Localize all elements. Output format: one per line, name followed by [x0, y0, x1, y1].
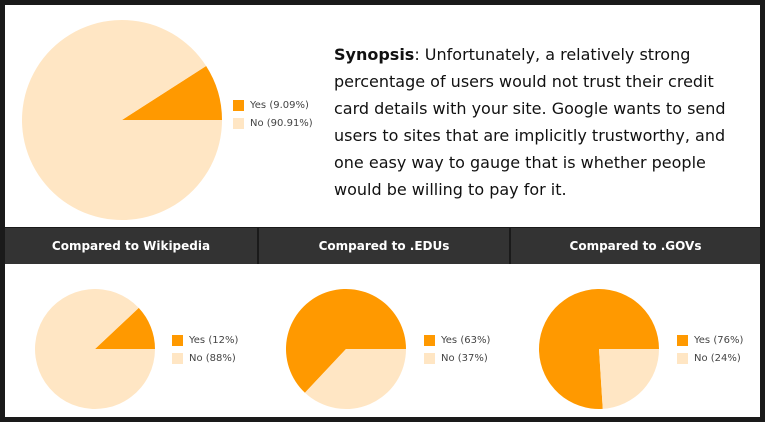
legend-item-no: No (90.91%)	[233, 114, 313, 132]
legend-swatch-no	[677, 352, 688, 364]
pie-chart-govs	[539, 289, 659, 409]
legend-label-no: No (88%)	[189, 352, 236, 364]
pie-chart-wikipedia	[34, 289, 155, 409]
pie-chart-main	[21, 19, 222, 220]
legend-swatch-yes	[424, 334, 435, 346]
legend-swatch-no	[233, 117, 244, 129]
comparison-header-row: Compared to Wikipedia Compared to .EDUs …	[0, 228, 765, 264]
legend-swatch-yes	[172, 334, 183, 346]
legend-label-yes: Yes (9.09%)	[250, 99, 309, 111]
legend-swatch-yes	[677, 334, 688, 346]
header-edus: Compared to .EDUs	[259, 228, 509, 264]
legend-label-yes: Yes (63%)	[441, 334, 491, 346]
synopsis-text: Synopsis: Unfortunately, a relatively st…	[334, 41, 749, 203]
legend-item-yes: Yes (9.09%)	[233, 96, 313, 114]
legend-item-no: No (24%)	[677, 349, 743, 367]
legend-label-yes: Yes (12%)	[189, 334, 239, 346]
header-wikipedia: Compared to Wikipedia	[5, 228, 257, 264]
pie-slice-no	[304, 349, 406, 409]
pie-slice-no	[21, 19, 222, 220]
legend-item-no: No (37%)	[424, 349, 490, 367]
pie-slice-no	[34, 289, 155, 409]
pie-chart-edus	[286, 289, 406, 409]
legend-label-yes: Yes (76%)	[694, 334, 744, 346]
legend-item-yes: Yes (63%)	[424, 331, 490, 349]
legend-swatch-no	[424, 352, 435, 364]
synopsis-body: : Unfortunately, a relatively strong per…	[334, 45, 726, 199]
legend-wikipedia: Yes (12%) No (88%)	[172, 331, 238, 367]
legend-label-no: No (90.91%)	[250, 117, 313, 129]
legend-edus: Yes (63%) No (37%)	[424, 331, 490, 367]
legend-item-no: No (88%)	[172, 349, 238, 367]
legend-label-no: No (24%)	[694, 352, 741, 364]
header-govs: Compared to .GOVs	[511, 228, 760, 264]
pie-slice-yes	[122, 65, 222, 120]
legend-swatch-yes	[233, 99, 244, 111]
legend-main: Yes (9.09%) No (90.91%)	[233, 96, 313, 132]
pie-slice-yes	[286, 289, 406, 393]
legend-item-yes: Yes (12%)	[172, 331, 238, 349]
pie-slice-no	[599, 349, 659, 409]
legend-govs: Yes (76%) No (24%)	[677, 331, 743, 367]
pie-slice-yes	[95, 307, 155, 349]
synopsis-label: Synopsis	[334, 45, 415, 64]
legend-swatch-no	[172, 352, 183, 364]
legend-item-yes: Yes (76%)	[677, 331, 743, 349]
legend-label-no: No (37%)	[441, 352, 488, 364]
